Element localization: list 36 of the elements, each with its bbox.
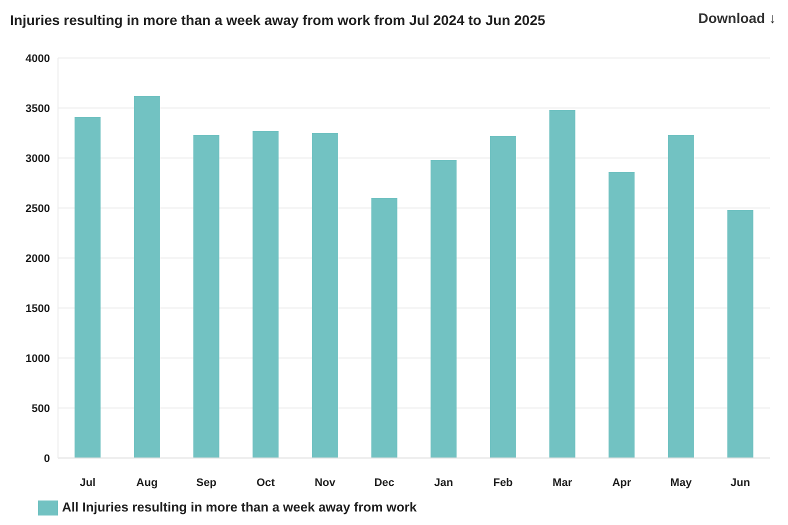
x-tick-label: Feb <box>493 476 514 489</box>
x-tick-label: May <box>670 476 693 489</box>
y-tick-label: 2000 <box>26 252 50 265</box>
y-tick-label: 0 <box>44 452 50 465</box>
bar <box>371 198 398 458</box>
bar <box>134 96 160 458</box>
bar <box>490 136 516 458</box>
x-tick-label: Apr <box>612 476 632 489</box>
x-tick-label: Mar <box>552 476 573 489</box>
y-tick-label: 1000 <box>26 352 50 365</box>
y-tick-label: 1500 <box>26 302 50 315</box>
x-tick-label: Aug <box>136 476 158 489</box>
x-tick-label: Nov <box>314 476 336 489</box>
bar <box>727 210 754 458</box>
y-tick-label: 500 <box>32 402 50 415</box>
bar <box>608 172 635 458</box>
bar <box>252 131 279 458</box>
legend-label: All Injuries resulting in more than a week away from work <box>62 499 417 514</box>
x-tick-label: Jan <box>434 476 454 489</box>
bar <box>193 135 220 458</box>
x-tick-label: Sep <box>196 476 217 489</box>
bar <box>74 117 101 458</box>
x-tick-label: Jul <box>80 476 96 489</box>
chart-title: Injuries resulting in more than a week away from work from Jul 2024 to Jun 2025 <box>10 12 546 28</box>
bar <box>668 135 694 458</box>
bar <box>312 133 338 458</box>
text: Download ↓ <box>698 10 776 26</box>
bar <box>430 160 457 458</box>
y-tick-label: 4000 <box>26 52 50 65</box>
bar <box>549 110 576 458</box>
x-tick-label: Jun <box>730 476 750 489</box>
y-tick-label: 3000 <box>26 152 50 165</box>
x-tick-label: Oct <box>256 476 276 489</box>
y-tick-label: 3500 <box>26 102 50 115</box>
x-tick-label: Dec <box>374 476 394 489</box>
y-tick-label: 2500 <box>26 202 50 215</box>
